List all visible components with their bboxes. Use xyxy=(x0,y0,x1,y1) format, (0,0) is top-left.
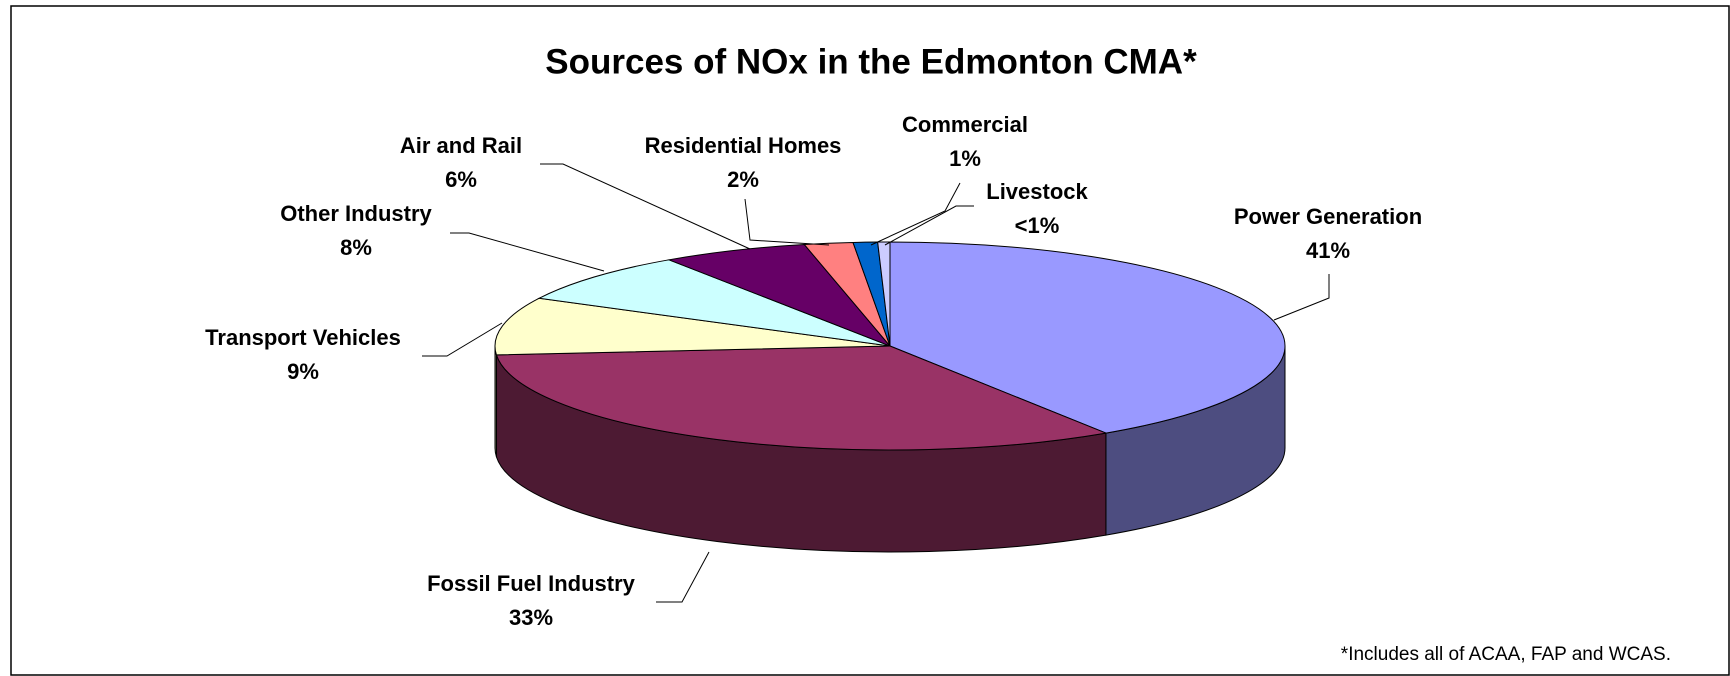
leader-line xyxy=(450,232,605,272)
slice-label: Fossil Fuel Industry xyxy=(427,571,636,596)
slice-label: Power Generation xyxy=(1234,204,1422,229)
slice-label: Residential Homes xyxy=(645,133,842,158)
slice xyxy=(667,243,891,347)
slice-label: Transport Vehicles xyxy=(205,325,401,350)
slice-label: Livestock xyxy=(986,179,1088,204)
leader-line xyxy=(540,163,751,250)
slice xyxy=(495,345,1108,451)
leader-line xyxy=(1273,274,1330,321)
leader-line xyxy=(422,322,503,357)
slice-value-label: 1% xyxy=(949,146,981,171)
footnote: *Includes all of ACAA, FAP and WCAS. xyxy=(1341,644,1671,665)
leader-line xyxy=(656,551,710,603)
chart-title: Sources of NOx in the Edmonton CMA* xyxy=(545,42,1197,81)
leader-line xyxy=(884,205,974,246)
leader-line xyxy=(744,198,830,246)
slice-value-label: 2% xyxy=(727,167,759,192)
slice-label: Other Industry xyxy=(280,201,432,226)
slice-value-label: <1% xyxy=(1015,213,1060,238)
slice xyxy=(494,297,891,356)
leader-line xyxy=(870,182,961,246)
slice-label: Air and Rail xyxy=(400,133,522,158)
slice-value-label: 33% xyxy=(509,605,553,630)
slice-side xyxy=(494,345,497,458)
slice-label: Commercial xyxy=(902,112,1028,137)
slice-value-label: 8% xyxy=(340,235,372,260)
slice xyxy=(537,259,891,347)
slice-value-label: 9% xyxy=(287,359,319,384)
slice-value-label: 41% xyxy=(1306,238,1350,263)
slice-value-label: 6% xyxy=(445,167,477,192)
